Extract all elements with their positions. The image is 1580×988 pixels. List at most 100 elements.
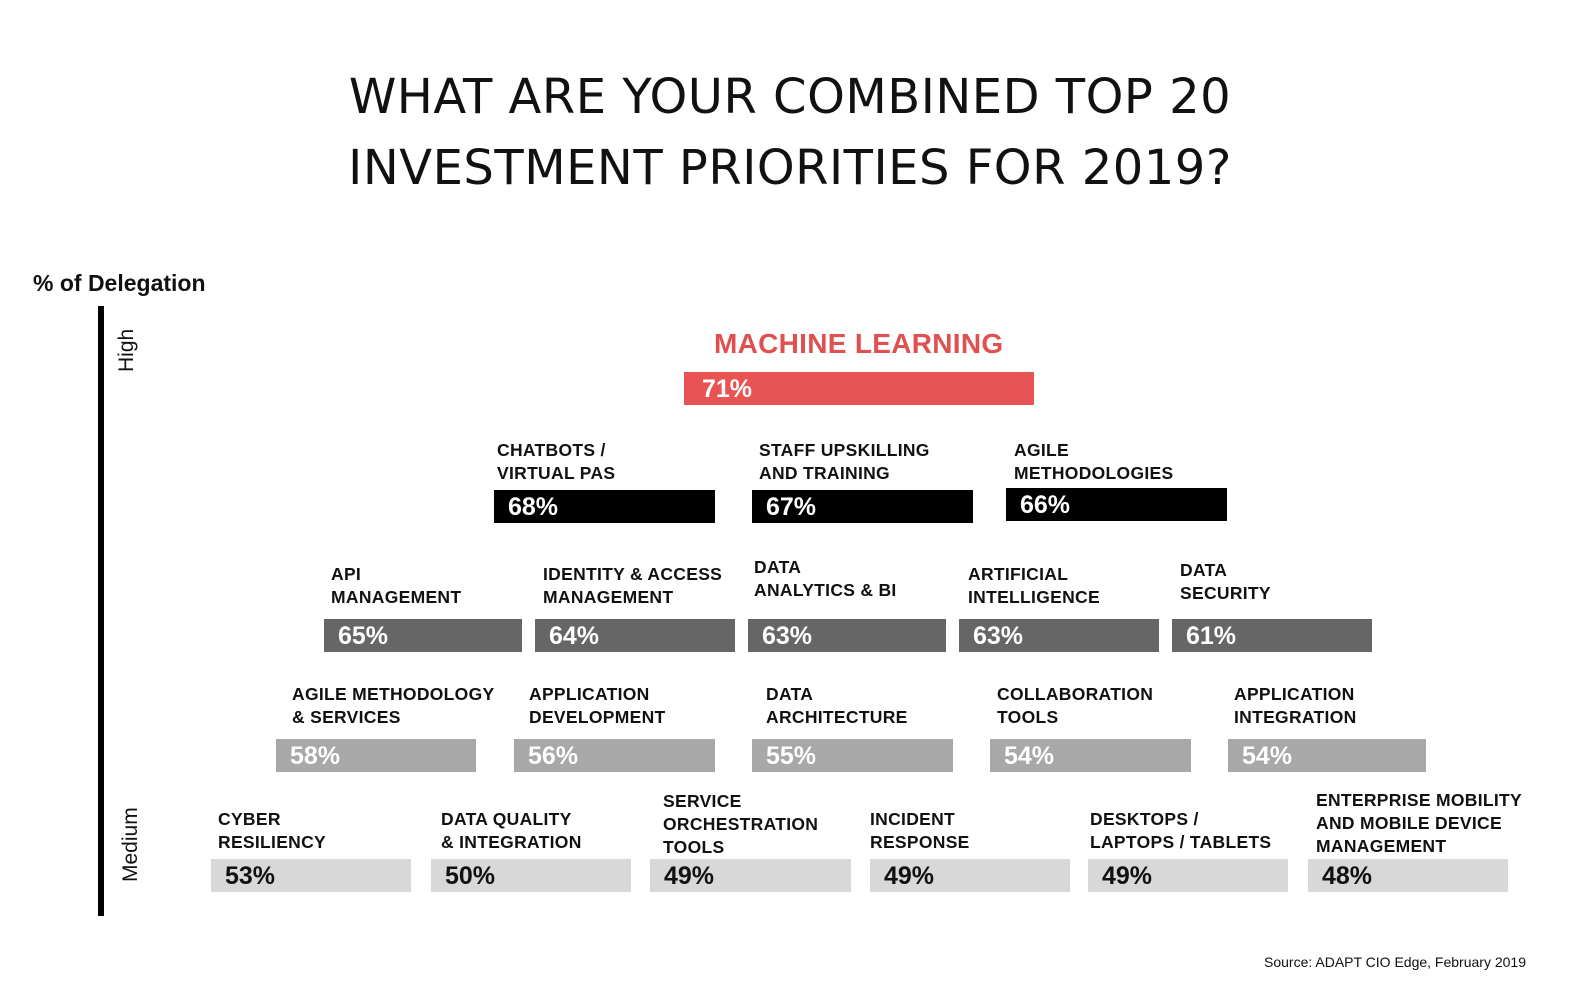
category-label-line: SECURITY [1180, 583, 1271, 603]
category-label-line: DATA QUALITY [441, 809, 572, 829]
bar: 65% [324, 619, 522, 652]
title-line-2: INVESTMENT PRIORITIES FOR 2019? [348, 140, 1232, 196]
bar-value-label: 66% [1020, 491, 1071, 519]
category-label-line: COLLABORATION [997, 684, 1154, 704]
bar: 58% [276, 739, 476, 772]
bar-value-label: 67% [766, 493, 817, 521]
category-label-line: APPLICATION [1234, 684, 1355, 704]
category-label-line: ARTIFICIAL [968, 564, 1069, 584]
bar: 67% [752, 490, 973, 523]
bar-value-label: 49% [664, 862, 715, 890]
bar-value-label: 49% [1102, 862, 1153, 890]
source-note: Source: ADAPT CIO Edge, February 2019 [1264, 954, 1526, 970]
y-level-high: High [115, 328, 138, 372]
bar: 49% [870, 859, 1070, 892]
category-label: IDENTITY & ACCESS MANAGEMENT [543, 563, 722, 609]
bar-value-label: 54% [1004, 742, 1055, 770]
category-label-line: CHATBOTS / [497, 440, 606, 460]
bar-value-label: 54% [1242, 742, 1293, 770]
bar: 61% [1172, 619, 1372, 652]
category-label-line: MANAGEMENT [543, 587, 674, 607]
category-label-line: RESPONSE [870, 832, 970, 852]
bar-value-label: 49% [884, 862, 935, 890]
category-label-line: AGILE METHODOLOGY [292, 684, 495, 704]
category-label-line: & SERVICES [292, 707, 401, 727]
bar: 68% [494, 490, 715, 523]
category-label-line: IDENTITY & ACCESS [543, 564, 723, 584]
category-label-line: TOOLS [997, 707, 1059, 727]
category-label-line: SERVICE [663, 791, 742, 811]
category-label-line: API [331, 564, 362, 584]
category-label-line: DEVELOPMENT [529, 707, 666, 727]
bar: 50% [431, 859, 631, 892]
bar: 55% [752, 739, 953, 772]
bar-value-label: 58% [290, 742, 341, 770]
category-label-line: METHODOLOGIES [1014, 463, 1174, 483]
category-label: INCIDENT RESPONSE [870, 808, 970, 854]
category-label: DATA QUALITY & INTEGRATION [441, 808, 582, 854]
title-line-1: WHAT ARE YOUR COMBINED TOP 20 [348, 69, 1232, 125]
category-label-line: INTEGRATION [1234, 707, 1357, 727]
bar: 71% [684, 372, 1034, 405]
category-label: DESKTOPS / LAPTOPS / TABLETS [1090, 808, 1271, 854]
category-label-line: TOOLS [663, 837, 725, 857]
category-label-line: DESKTOPS / [1090, 809, 1199, 829]
category-label-line: LAPTOPS / TABLETS [1090, 832, 1272, 852]
category-label-line: ANALYTICS & BI [754, 580, 897, 600]
bar-value-label: 64% [549, 622, 600, 650]
category-label: ENTERPRISE MOBILITY AND MOBILE DEVICE MANA… [1316, 789, 1522, 858]
bar: 63% [959, 619, 1159, 652]
bar: 63% [748, 619, 946, 652]
bar: 64% [535, 619, 735, 652]
category-label-line: CYBER [218, 809, 281, 829]
category-label-line: AGILE [1014, 440, 1069, 460]
category-label: API MANAGEMENT [331, 563, 461, 609]
category-label-line: STAFF UPSKILLING [759, 440, 930, 460]
category-label-line: ENTERPRISE MOBILITY [1316, 790, 1522, 810]
bar-value-label: 61% [1186, 622, 1237, 650]
category-label: CYBER RESILIENCY [218, 808, 326, 854]
bar: 53% [211, 859, 411, 892]
category-label-line: VIRTUAL PAS [497, 463, 616, 483]
bar-value-label: 55% [766, 742, 817, 770]
category-label: DATA SECURITY [1180, 559, 1271, 605]
bar: 49% [1088, 859, 1288, 892]
bar-value-label: 63% [973, 622, 1024, 650]
category-label-line: MANAGEMENT [331, 587, 462, 607]
category-label-line: & INTEGRATION [441, 832, 582, 852]
bar-value-label: 56% [528, 742, 579, 770]
category-label-line: DATA [754, 557, 802, 577]
category-label-line: INTELLIGENCE [968, 587, 1100, 607]
category-label: MACHINE LEARNING [714, 328, 1003, 360]
category-label: AGILE METHODOLOGY & SERVICES [292, 683, 494, 729]
category-label-line: RESILIENCY [218, 832, 327, 852]
category-label: APPLICATION DEVELOPMENT [529, 683, 666, 729]
category-label-line: ARCHITECTURE [766, 707, 908, 727]
bar-value-label: 53% [225, 862, 276, 890]
category-label-line: MACHINE LEARNING [714, 328, 1004, 359]
bar-value-label: 50% [445, 862, 496, 890]
category-label: DATA ANALYTICS & BI [754, 556, 897, 602]
bar-value-label: 71% [702, 375, 753, 403]
category-label-line: INCIDENT [870, 809, 956, 829]
category-label: AGILE METHODOLOGIES [1014, 439, 1173, 485]
bar-value-label: 48% [1322, 862, 1373, 890]
category-label: CHATBOTS / VIRTUAL PAS [497, 439, 615, 485]
bar-value-label: 63% [762, 622, 813, 650]
bar: 49% [650, 859, 851, 892]
y-level-medium: Medium [119, 807, 142, 882]
bar-value-label: 68% [508, 493, 559, 521]
bar: 66% [1006, 488, 1227, 521]
y-axis-line [98, 306, 104, 916]
category-label: STAFF UPSKILLING AND TRAINING [759, 439, 930, 485]
bar-value-label: 65% [338, 622, 389, 650]
category-label-line: AND TRAINING [759, 463, 890, 483]
category-label: ARTIFICIAL INTELLIGENCE [968, 563, 1100, 609]
chart-title: WHAT ARE YOUR COMBINED TOP 20 INVESTMENT… [0, 62, 1580, 204]
category-label-line: AND MOBILE DEVICE [1316, 813, 1502, 833]
category-label-line: DATA [1180, 560, 1228, 580]
category-label-line: ORCHESTRATION [663, 814, 819, 834]
category-label: COLLABORATION TOOLS [997, 683, 1153, 729]
bar: 54% [990, 739, 1191, 772]
category-label: APPLICATION INTEGRATION [1234, 683, 1357, 729]
